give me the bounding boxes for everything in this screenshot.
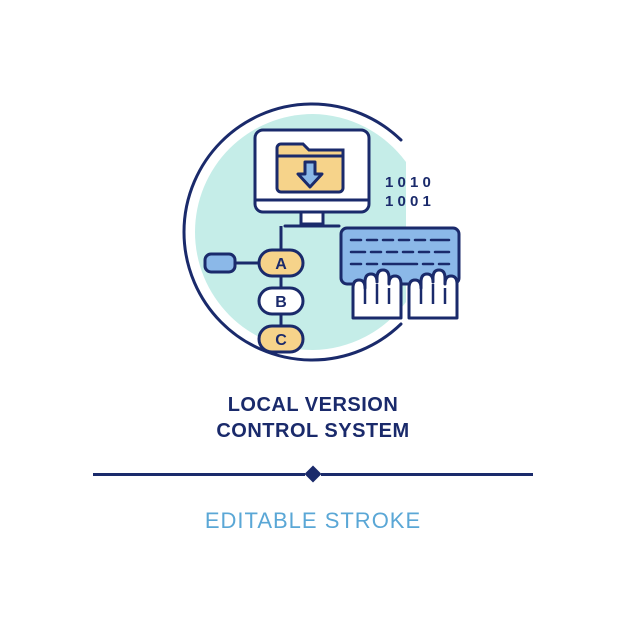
binary-line-2: 1 0 0 1 <box>385 193 431 210</box>
subtitle-text: EDITABLE STROKE <box>205 508 421 534</box>
binary-line-1: 1 0 1 0 <box>385 174 431 191</box>
concept-illustration: 1 0 1 0 1 0 0 1 A B C <box>153 92 473 372</box>
divider-diamond-icon <box>305 466 322 483</box>
title-line-1: LOCAL VERSION <box>216 392 409 418</box>
divider-line-left <box>93 473 305 476</box>
keyboard-hands-icon <box>341 228 459 318</box>
illustration-svg: 1 0 1 0 1 0 0 1 A B C <box>153 92 473 372</box>
version-label-a: A <box>275 256 287 273</box>
title-line-2: CONTROL SYSTEM <box>216 418 409 444</box>
divider <box>93 468 533 480</box>
version-label-b: B <box>275 294 287 311</box>
chain-connector-box <box>205 254 235 272</box>
monitor-icon <box>255 130 369 226</box>
divider-line-right <box>321 473 533 476</box>
main-title: LOCAL VERSION CONTROL SYSTEM <box>216 392 409 444</box>
folder-icon <box>277 144 343 192</box>
version-label-c: C <box>275 332 287 349</box>
